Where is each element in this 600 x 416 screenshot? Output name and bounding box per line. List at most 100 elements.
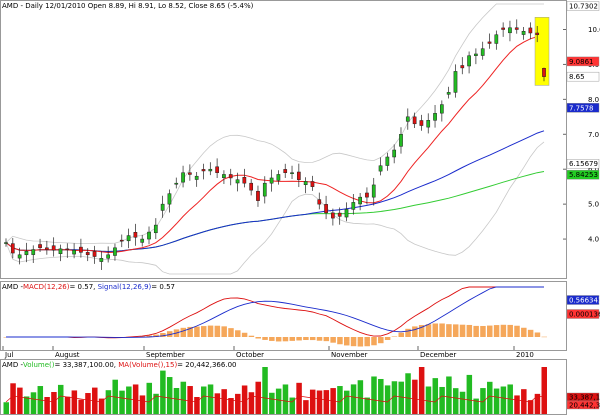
macd-histogram-bar — [153, 334, 159, 337]
candle-body — [181, 172, 185, 183]
macd-badge — [566, 295, 600, 305]
macd-histogram-bar — [180, 327, 187, 337]
macd-histogram-bar — [487, 325, 493, 337]
candle-body — [92, 251, 97, 257]
candle-body — [365, 192, 369, 198]
candle-body — [269, 177, 274, 184]
macd-histogram-bar — [507, 324, 513, 337]
volume-bar — [10, 383, 16, 414]
candle-body — [201, 169, 206, 172]
volume-bar — [269, 392, 275, 414]
y-tick-label: 4.0 — [588, 236, 599, 244]
candle-body — [439, 104, 444, 114]
macd-histogram-bar — [235, 330, 241, 337]
volume-bar — [221, 389, 227, 414]
volume-bar — [132, 384, 139, 414]
macd-histogram-bar — [405, 328, 411, 337]
volume-bar — [452, 388, 459, 414]
candle-body — [222, 174, 226, 179]
macd-histogram-bar — [228, 328, 234, 337]
volume-bar — [139, 395, 146, 414]
macd-histogram-bar — [527, 329, 534, 337]
candle-body — [79, 246, 83, 253]
candle-body — [358, 196, 362, 205]
candle-body — [65, 248, 70, 251]
macd-histogram-bar — [275, 337, 282, 342]
volume-bar — [296, 382, 302, 414]
volume-bar — [466, 374, 473, 414]
candle-body — [399, 134, 403, 147]
macd-histogram-bar — [452, 324, 459, 337]
volume-bar — [391, 381, 398, 414]
volume-bar — [289, 397, 296, 414]
volume-bar — [364, 397, 370, 414]
volume-bar — [418, 367, 425, 414]
volume-bar — [64, 396, 71, 414]
volume-bar — [309, 389, 316, 414]
macd-histogram-bar — [255, 337, 261, 339]
macd-histogram-bar — [378, 337, 384, 344]
y-tick-label: 6.0 — [588, 166, 599, 174]
candle-body — [262, 182, 267, 197]
macd-histogram-bar — [493, 325, 500, 337]
volume-bar — [275, 388, 282, 414]
volume-bar — [487, 381, 493, 414]
volume-bar — [398, 381, 404, 414]
candle-body — [45, 247, 49, 250]
volume-bar — [105, 390, 112, 414]
volume-bar — [207, 384, 214, 414]
candle-body — [167, 193, 172, 205]
volume-bar — [57, 384, 64, 414]
volume-ma-line — [5, 395, 545, 403]
bollinger-lower-line — [5, 141, 545, 275]
candle-body — [113, 247, 117, 256]
macd-label: MACD(12,26) — [22, 283, 70, 291]
candle-body — [474, 53, 478, 56]
candle-body — [426, 120, 431, 128]
volume-title: AMD - Volume() = 33,387,100.00, MA(Volum… — [2, 361, 236, 369]
volume-label: Volume() — [22, 361, 55, 369]
volume-badge — [566, 400, 600, 410]
macd-histogram-bar — [214, 325, 221, 337]
volume-ma-label: MA(Volume(),15) — [118, 361, 178, 369]
volume-badge-label: 33,387,1 — [569, 394, 600, 402]
macd-histogram-bar — [323, 337, 330, 342]
candle-body — [194, 175, 199, 180]
ma-long-line — [5, 171, 545, 253]
candle-body — [453, 71, 458, 93]
volume-bar — [119, 390, 125, 414]
macd-histogram-bar — [391, 336, 398, 337]
macd-histogram-bar — [207, 325, 214, 337]
macd-histogram-bar — [439, 323, 445, 337]
price-badge — [566, 103, 600, 113]
volume-bar — [23, 396, 30, 414]
volume-bar — [282, 384, 289, 414]
candle-body — [494, 34, 499, 44]
volume-bar — [480, 388, 486, 414]
bollinger-upper-line — [5, 3, 544, 245]
candle-body — [256, 190, 260, 201]
y-tick-label: 5.0 — [588, 201, 599, 209]
signal-value: = 0.57 — [151, 283, 175, 291]
macd-histogram-bar — [371, 337, 377, 346]
volume-bar — [357, 380, 364, 414]
candle-body — [378, 165, 383, 172]
volume-bar — [514, 395, 520, 414]
candle-body — [72, 249, 76, 255]
ma-mid-line — [5, 130, 545, 253]
volume-bar — [316, 390, 323, 414]
price-badge-label: 9.0861 — [569, 58, 594, 66]
candle-body — [85, 252, 90, 256]
macd-histogram-bar — [446, 324, 452, 337]
volume-symbol: AMD - — [2, 361, 23, 369]
macd-value: = 0.57, — [69, 283, 96, 291]
macd-histogram-bar — [466, 324, 473, 337]
volume-bar — [459, 391, 466, 414]
macd-histogram-bar — [398, 332, 404, 337]
macd-histogram-bar — [337, 337, 343, 345]
x-tick-label: August — [55, 351, 80, 359]
macd-symbol: AMD - — [2, 283, 23, 291]
candle-body — [310, 181, 315, 187]
candle-body — [140, 238, 145, 243]
volume-bar — [384, 385, 391, 414]
